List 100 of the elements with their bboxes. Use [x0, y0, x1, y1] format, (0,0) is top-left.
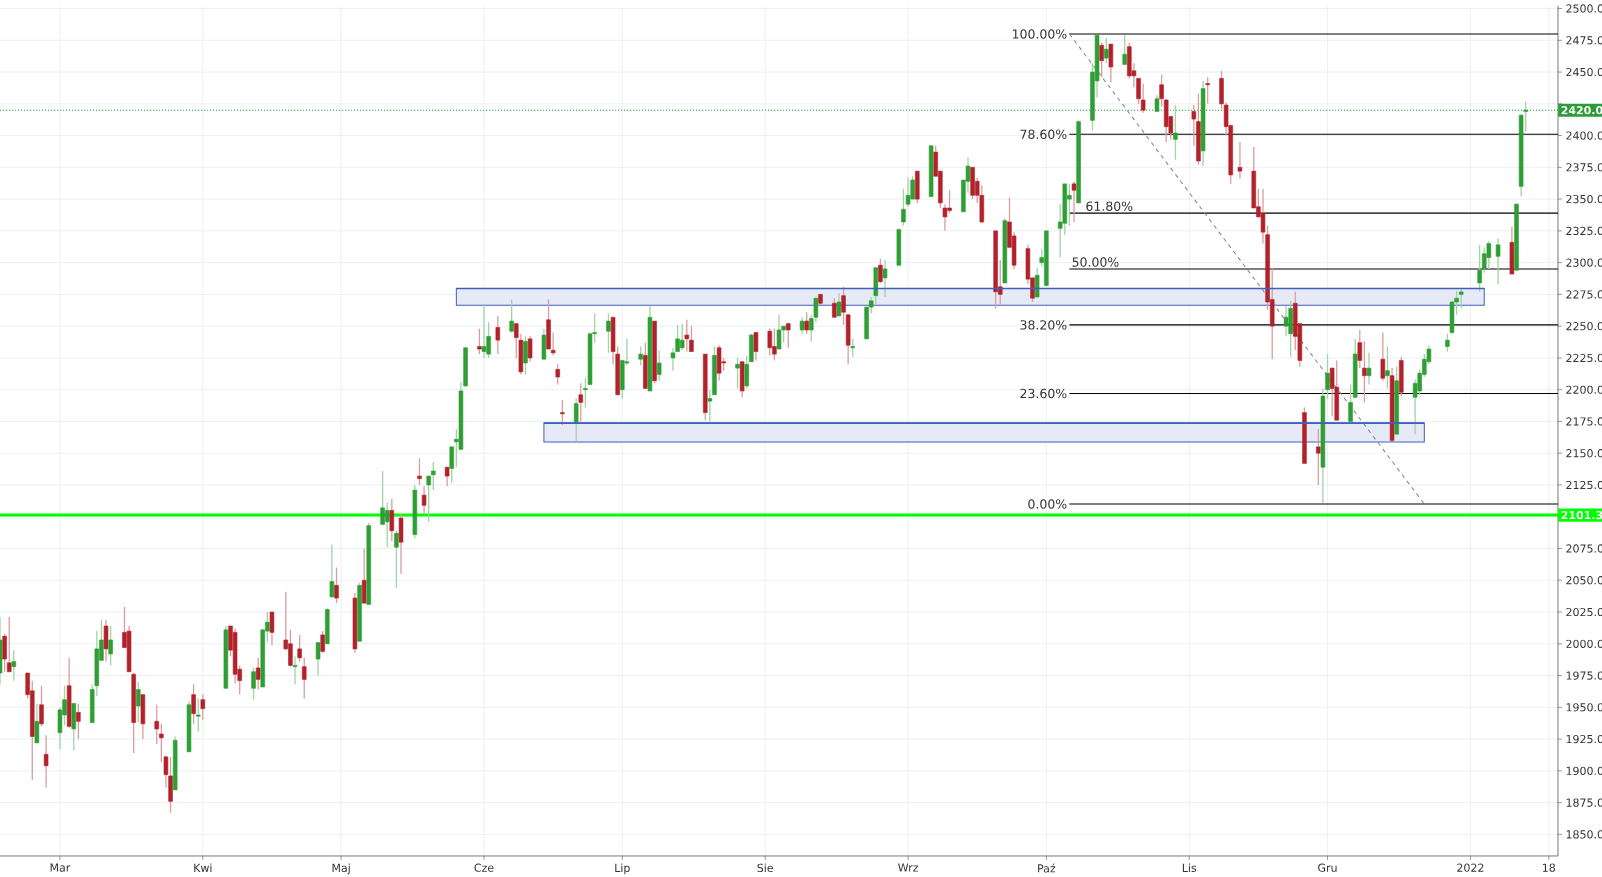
x-tick-label: Lis [1182, 863, 1197, 873]
candlestick [1477, 244, 1482, 293]
x-tick-label: Paź [1038, 863, 1056, 873]
candlestick [380, 470, 385, 526]
candlestick [1071, 180, 1077, 223]
candlestick [481, 303, 487, 359]
candlestick [1122, 34, 1127, 66]
candlestick [6, 616, 12, 673]
x-tick-label: Cze [474, 863, 494, 872]
candlestick [555, 363, 560, 386]
candlestick [776, 314, 782, 350]
candlestick [1486, 240, 1492, 270]
series-label: 61.80% [1086, 201, 1133, 211]
candlestick [302, 657, 307, 700]
candlestick [297, 634, 302, 663]
ref-line-label: 2101.3 [1561, 510, 1602, 520]
candlestick [1108, 43, 1114, 83]
candlestick [154, 704, 159, 745]
candlestick [836, 292, 842, 317]
x-tick-label: 18 [1542, 863, 1556, 872]
x-tick-label: Maj [332, 863, 350, 875]
ref-line-label: 2420.0 [1561, 106, 1602, 115]
candlestick [200, 693, 206, 721]
candlestick [882, 259, 888, 298]
candlestick [1348, 383, 1353, 423]
candlestick [292, 655, 298, 686]
candlestick [1159, 73, 1164, 108]
candlestick [578, 382, 584, 423]
candlestick [1104, 37, 1109, 64]
candlestick [495, 315, 501, 355]
candlestick [684, 319, 690, 353]
candlestick [477, 328, 482, 355]
candlestick [315, 641, 321, 677]
x-tick-label: Lip [615, 863, 630, 875]
candlestick [679, 322, 685, 351]
candlestick [638, 345, 643, 367]
candlestick [195, 697, 201, 733]
candlestick [417, 457, 422, 486]
x-tick-label: 2022 [1457, 863, 1484, 872]
candlestick [255, 657, 261, 691]
candlestick [108, 625, 113, 667]
series-label: 23.60% [1020, 388, 1067, 399]
candlestick [744, 354, 749, 390]
candlestick [832, 297, 837, 318]
candlestick [334, 566, 339, 604]
candlestick [1237, 141, 1243, 180]
candlestick [191, 683, 196, 725]
candlestick [11, 649, 17, 682]
candlestick [136, 681, 141, 724]
candlestick [1385, 345, 1390, 390]
candlestick [34, 702, 40, 744]
series-label: 100.00% [1012, 29, 1067, 39]
candlestick [1357, 329, 1363, 369]
candlestick [1380, 331, 1386, 382]
x-tick-label: Gru [1318, 863, 1337, 872]
candlestick [1140, 82, 1146, 114]
candlestick [384, 502, 390, 548]
candlestick [878, 258, 883, 284]
candlestick [1205, 76, 1210, 105]
candlestick [1316, 428, 1321, 486]
candlestick [1173, 104, 1178, 161]
candlestick [39, 685, 44, 728]
candlestick [431, 461, 436, 491]
candlestick [735, 357, 740, 390]
candlestick [804, 311, 809, 335]
candlestick [785, 322, 791, 349]
candlestick [426, 475, 431, 523]
candlestick [509, 298, 514, 334]
series-label: 50.00% [1072, 257, 1119, 267]
candlestick [1283, 305, 1289, 337]
candlestick [320, 630, 325, 654]
candlestick [606, 312, 611, 354]
candlestick [1034, 267, 1040, 299]
candlestick [251, 667, 256, 701]
candlestick [361, 547, 367, 604]
x-tick-label: Wrz [898, 863, 918, 872]
candlestick [449, 446, 454, 484]
candlestick [269, 611, 275, 646]
candlestick [329, 544, 335, 599]
x-tick-label: Mar [50, 863, 71, 872]
candlestick [1458, 288, 1464, 310]
candlestick [1495, 237, 1501, 285]
series-label: 38.20% [1020, 320, 1067, 330]
candlestick [76, 702, 81, 740]
candlestick [1366, 352, 1372, 386]
candlestick [394, 530, 399, 589]
x-tick-label: Kwi [194, 863, 212, 872]
candlestick [560, 399, 565, 426]
series-label: 0.00% [1028, 499, 1067, 509]
candlestick [753, 331, 759, 362]
x-tick-label: Sie [757, 863, 773, 873]
candlestick [1099, 42, 1104, 78]
candlestick [573, 397, 579, 443]
series-label: 78.60% [1020, 129, 1067, 140]
candlestick [656, 349, 662, 382]
candlestick [527, 335, 533, 363]
candlestick [421, 485, 427, 514]
candlestick [1362, 340, 1367, 404]
candlestick [523, 335, 528, 376]
candlestick [2, 632, 7, 673]
